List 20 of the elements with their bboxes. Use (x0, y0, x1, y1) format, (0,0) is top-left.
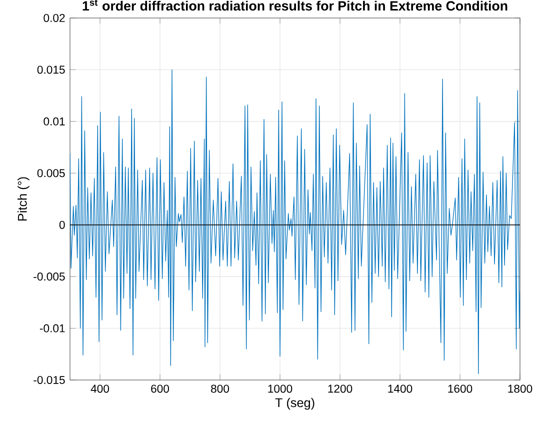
x-tick-label: 1800 (508, 384, 532, 393)
y-axis-title: Pitch (°) (18, 177, 30, 221)
y-tick-label: 0.02 (44, 14, 65, 22)
x-tick-label: 1600 (448, 384, 472, 393)
x-tick-label: 800 (211, 384, 230, 393)
x-axis-title: T (seg) (275, 398, 314, 410)
y-tick-label: -0.015 (34, 376, 65, 384)
y-tick-label: 0.01 (44, 117, 65, 126)
chart-title: 1$^{st}$ order diffraction radiation results for Pitch in Extreme Condition (82, 0, 508, 11)
x-tick-label: 1200 (328, 384, 352, 393)
x-tick-label: 600 (151, 384, 170, 393)
y-tick-label: 0.015 (37, 66, 65, 74)
y-tick-label: 0 (59, 220, 65, 229)
x-tick-label: 1000 (268, 384, 292, 393)
line-series (70, 69, 520, 374)
x-tick-label: 1400 (388, 384, 412, 393)
x-tick-label: 400 (90, 384, 110, 393)
y-tick-label: 0.005 (37, 169, 65, 178)
y-tick-label: -0.01 (40, 324, 65, 332)
y-tick-label: -0.005 (34, 272, 65, 281)
